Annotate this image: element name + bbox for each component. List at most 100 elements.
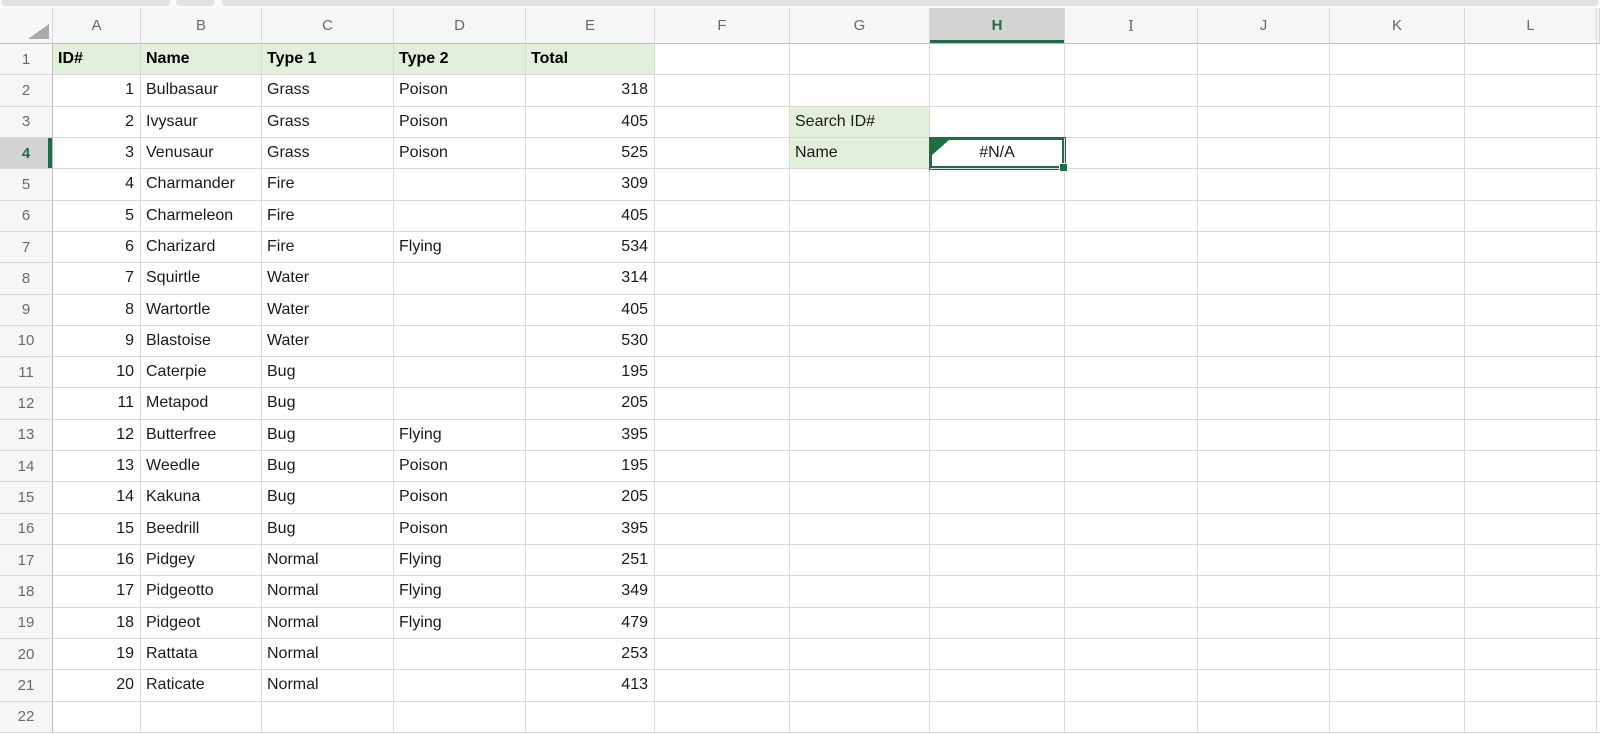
row-header-21[interactable]: 21 [0,670,53,702]
cell-D18[interactable]: Flying [394,576,526,608]
cell-D12[interactable] [394,388,526,420]
cell-G11[interactable] [790,357,930,389]
cell-A2[interactable]: 1 [53,75,141,107]
cell-C9[interactable]: Water [262,294,394,326]
cell-E22[interactable] [526,701,655,733]
cell-H14[interactable] [930,451,1065,483]
cell-H13[interactable] [930,419,1065,452]
cell-E11[interactable]: 195 [526,357,655,389]
column-header-G[interactable]: G [790,8,930,44]
cell-B18[interactable]: Pidgeotto [141,576,262,608]
cell-K7[interactable] [1330,231,1465,264]
cell-E15[interactable]: 205 [526,482,655,514]
cell-H16[interactable] [930,513,1065,545]
cell-J3[interactable] [1198,106,1330,138]
cell-H6[interactable] [930,200,1065,232]
cell-G13[interactable] [790,419,930,452]
cell-C16[interactable]: Bug [262,513,394,545]
column-header-A[interactable]: A [53,8,141,44]
cell-L2[interactable] [1465,75,1597,107]
cell-B5[interactable]: Charmander [141,169,262,201]
row-header-15[interactable]: 15 [0,482,53,514]
cell-C8[interactable]: Water [262,263,394,295]
row-header-18[interactable]: 18 [0,576,53,608]
cell-L22[interactable] [1465,701,1597,733]
cell-A11[interactable]: 10 [53,357,141,389]
cell-A8[interactable]: 7 [53,263,141,295]
cell-E18[interactable]: 349 [526,576,655,608]
cell-E21[interactable]: 413 [526,670,655,702]
cell-F14[interactable] [655,451,790,483]
cell-C19[interactable]: Normal [262,607,394,639]
cell-A13[interactable]: 12 [53,419,141,452]
cell-C7[interactable]: Fire [262,231,394,264]
cell-C11[interactable]: Bug [262,357,394,389]
cell-K8[interactable] [1330,263,1465,295]
cell-C6[interactable]: Fire [262,200,394,232]
cell-L13[interactable] [1465,419,1597,452]
cell-J9[interactable] [1198,294,1330,326]
cell-F6[interactable] [655,200,790,232]
cell-D5[interactable] [394,169,526,201]
cell-K5[interactable] [1330,169,1465,201]
cell-K19[interactable] [1330,607,1465,639]
cell-B12[interactable]: Metapod [141,388,262,420]
cell-C5[interactable]: Fire [262,169,394,201]
cell-K11[interactable] [1330,357,1465,389]
cell-E6[interactable]: 405 [526,200,655,232]
select-all-corner[interactable] [0,8,53,44]
cell-B1[interactable]: Name [141,44,262,76]
cell-C21[interactable]: Normal [262,670,394,702]
cell-B8[interactable]: Squirtle [141,263,262,295]
cell-J11[interactable] [1198,357,1330,389]
cell-I10[interactable] [1065,325,1198,358]
cell-J4[interactable] [1198,137,1330,170]
cell-D2[interactable]: Poison [394,75,526,107]
cell-B7[interactable]: Charizard [141,231,262,264]
cell-H2[interactable] [930,75,1065,107]
cell-H10[interactable] [930,325,1065,358]
row-header-12[interactable]: 12 [0,388,53,420]
cell-K4[interactable] [1330,137,1465,170]
cell-I17[interactable] [1065,545,1198,577]
cell-K1[interactable] [1330,44,1465,76]
cell-F12[interactable] [655,388,790,420]
cell-A14[interactable]: 13 [53,451,141,483]
row-header-22[interactable]: 22 [0,701,53,733]
cell-J5[interactable] [1198,169,1330,201]
cell-H21[interactable] [930,670,1065,702]
cell-E19[interactable]: 479 [526,607,655,639]
cell-F13[interactable] [655,419,790,452]
cell-J18[interactable] [1198,576,1330,608]
cell-L3[interactable] [1465,106,1597,138]
cell-D17[interactable]: Flying [394,545,526,577]
cell-J2[interactable] [1198,75,1330,107]
cell-F4[interactable] [655,137,790,170]
cell-H7[interactable] [930,231,1065,264]
cell-E16[interactable]: 395 [526,513,655,545]
row-header-10[interactable]: 10 [0,325,53,358]
cell-D15[interactable]: Poison [394,482,526,514]
cell-L17[interactable] [1465,545,1597,577]
cell-I8[interactable] [1065,263,1198,295]
cell-L7[interactable] [1465,231,1597,264]
cell-K12[interactable] [1330,388,1465,420]
cell-G19[interactable] [790,607,930,639]
cell-G9[interactable] [790,294,930,326]
cell-A22[interactable] [53,701,141,733]
cell-K2[interactable] [1330,75,1465,107]
cell-A17[interactable]: 16 [53,545,141,577]
cell-I21[interactable] [1065,670,1198,702]
cell-K14[interactable] [1330,451,1465,483]
cell-G21[interactable] [790,670,930,702]
cell-F21[interactable] [655,670,790,702]
cell-A4[interactable]: 3 [53,137,141,170]
cell-E14[interactable]: 195 [526,451,655,483]
cell-B11[interactable]: Caterpie [141,357,262,389]
cell-A7[interactable]: 6 [53,231,141,264]
cell-H22[interactable] [930,701,1065,733]
cell-I16[interactable] [1065,513,1198,545]
cell-J14[interactable] [1198,451,1330,483]
cell-H4[interactable]: #N/A [930,137,1068,173]
cell-J22[interactable] [1198,701,1330,733]
